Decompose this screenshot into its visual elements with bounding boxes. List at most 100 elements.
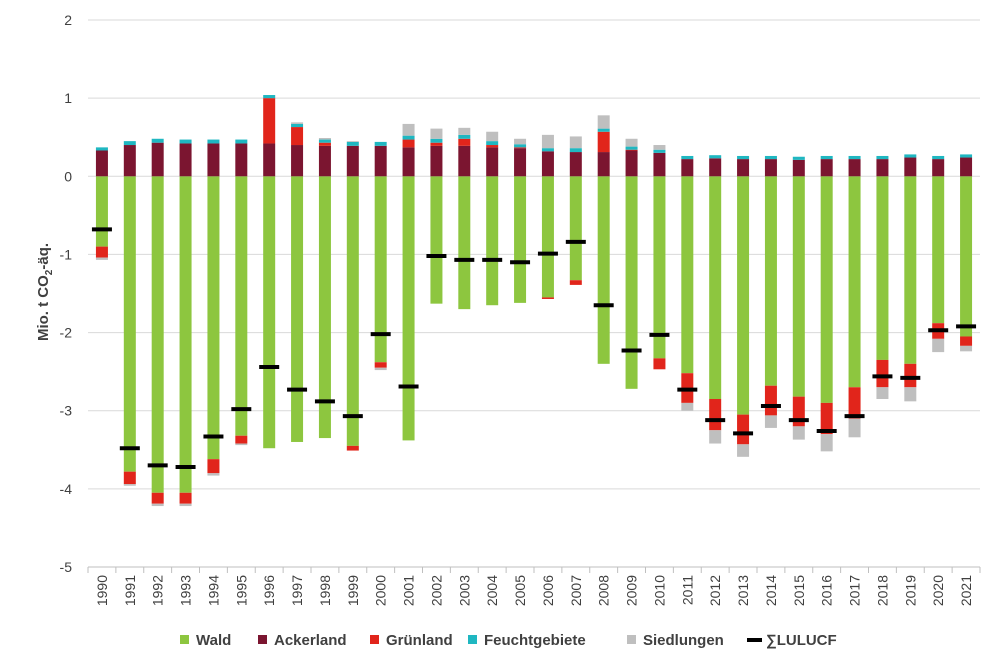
bar-feuchtgebiete-1990 xyxy=(95,147,108,151)
x-tick-label: 2002 xyxy=(428,575,444,606)
bar-siedlungen-2001 xyxy=(402,123,415,136)
bar-siedlungen-2000 xyxy=(374,367,387,371)
legend-swatch-wald xyxy=(180,635,189,644)
bar-wald-1993 xyxy=(179,176,192,493)
bar-wald-2001 xyxy=(402,176,415,441)
bar-wald-1994 xyxy=(207,176,220,460)
bar-feuchtgebiete-1992 xyxy=(151,138,164,143)
bar-feuchtgebiete-2008 xyxy=(597,128,610,132)
bar-gr-nland-1994 xyxy=(207,459,220,474)
x-tick-label: 2000 xyxy=(373,575,389,606)
bar-ackerland-2006 xyxy=(541,151,554,177)
bar-gr-nland-2002 xyxy=(430,142,443,146)
legend-label-gr-nland: Grünland xyxy=(386,632,453,649)
bar-ackerland-2016 xyxy=(820,159,833,177)
bar-siedlungen-1998 xyxy=(318,137,331,140)
bar-feuchtgebiete-2017 xyxy=(848,155,861,160)
bar-wald-2019 xyxy=(904,176,917,364)
y-tick-label: -5 xyxy=(60,559,73,575)
bar-gr-nland-2017 xyxy=(848,387,861,419)
bar-feuchtgebiete-1991 xyxy=(123,141,136,146)
bar-ackerland-2002 xyxy=(430,145,443,177)
bar-ackerland-2010 xyxy=(653,152,666,177)
bar-ackerland-2011 xyxy=(681,159,694,177)
bar-ackerland-2007 xyxy=(569,152,582,177)
bar-siedlungen-2021 xyxy=(960,345,973,352)
bar-ackerland-2015 xyxy=(792,159,805,177)
bar-gr-nland-1998 xyxy=(318,142,331,146)
legend-label-wald: Wald xyxy=(196,632,231,649)
bar-gr-nland-1992 xyxy=(151,492,164,504)
bar-wald-1996 xyxy=(263,176,276,449)
bar-siedlungen-2006 xyxy=(541,134,554,149)
bar-siedlungen-1991 xyxy=(123,484,136,486)
bar-wald-2010 xyxy=(653,176,666,359)
bar-siedlungen-2012 xyxy=(709,430,722,444)
x-tick-label: 2014 xyxy=(763,575,779,606)
x-tick-label: 2021 xyxy=(958,575,974,606)
legend-swatch-gr-nland xyxy=(370,635,379,644)
gridlines xyxy=(88,19,980,568)
bar-siedlungen-2013 xyxy=(737,444,750,457)
x-tick-label: 2010 xyxy=(651,575,667,606)
bar-siedlungen-1995 xyxy=(235,443,248,446)
x-tick-label: 2012 xyxy=(707,575,723,606)
axes: 2 1 0 -1 -2 -3 -4 -5 1990 1991 1992 1993 1994 1995 199… xyxy=(60,12,981,606)
bar-wald-2014 xyxy=(764,176,777,386)
bar-siedlungen-2016 xyxy=(820,434,833,452)
x-tick-label: 2011 xyxy=(679,575,695,605)
bar-wald-1990 xyxy=(95,176,108,247)
x-tick-label: 2003 xyxy=(456,575,472,606)
bar-gr-nland-2001 xyxy=(402,139,415,148)
bar-siedlungen-1999 xyxy=(346,141,359,142)
bar-feuchtgebiete-1996 xyxy=(263,95,276,99)
x-tick-label: 1994 xyxy=(205,575,221,606)
bar-feuchtgebiete-1997 xyxy=(291,123,304,128)
y-tick-label: -1 xyxy=(60,246,73,262)
bar-gr-nland-2014 xyxy=(764,385,777,416)
legend-label-siedlungen: Siedlungen xyxy=(643,632,724,649)
bar-siedlungen-1997 xyxy=(291,122,304,124)
bar-wald-2011 xyxy=(681,176,694,374)
bar-gr-nland-2007 xyxy=(569,280,582,285)
y-tick-label: 1 xyxy=(64,90,72,106)
bars xyxy=(95,95,973,507)
bar-feuchtgebiete-1995 xyxy=(235,139,248,144)
bar-gr-nland-1995 xyxy=(235,435,248,444)
x-tick-label: 1990 xyxy=(94,575,110,606)
bar-gr-nland-2012 xyxy=(709,398,722,431)
bar-gr-nland-2008 xyxy=(597,131,610,153)
bar-feuchtgebiete-1994 xyxy=(207,139,220,144)
bar-siedlungen-2018 xyxy=(876,387,889,399)
bar-siedlungen-1994 xyxy=(207,473,220,476)
legend-label-feuchtgebiete: Feuchtgebiete xyxy=(484,632,586,649)
bar-wald-2020 xyxy=(932,176,945,324)
bar-ackerland-2001 xyxy=(402,147,415,177)
bar-wald-2016 xyxy=(820,176,833,403)
bar-ackerland-2003 xyxy=(458,145,471,177)
bar-siedlungen-2005 xyxy=(514,138,527,145)
bar-feuchtgebiete-2020 xyxy=(932,155,945,160)
bar-feuchtgebiete-1999 xyxy=(346,141,359,146)
bar-gr-nland-2019 xyxy=(904,363,917,388)
bar-ackerland-2009 xyxy=(625,150,638,177)
bar-gr-nland-2018 xyxy=(876,359,889,388)
bar-ackerland-1991 xyxy=(123,145,136,177)
bar-wald-2015 xyxy=(792,176,805,397)
bar-wald-1999 xyxy=(346,176,359,446)
bar-ackerland-2020 xyxy=(932,159,945,177)
bar-ackerland-2004 xyxy=(486,147,499,177)
bar-feuchtgebiete-2018 xyxy=(876,155,889,160)
bar-siedlungen-2015 xyxy=(792,426,805,440)
bar-siedlungen-2004 xyxy=(486,131,499,142)
bar-ackerland-2017 xyxy=(848,159,861,177)
legend-swatch-feuchtgebiete xyxy=(468,635,477,644)
bar-ackerland-1995 xyxy=(235,143,248,177)
bar-wald-1997 xyxy=(291,176,304,442)
bar-siedlungen-2019 xyxy=(904,387,917,402)
bar-wald-2017 xyxy=(848,176,861,388)
x-tick-label: 1999 xyxy=(345,575,361,606)
bar-ackerland-2012 xyxy=(709,158,722,177)
x-tick-label: 2001 xyxy=(401,575,417,606)
